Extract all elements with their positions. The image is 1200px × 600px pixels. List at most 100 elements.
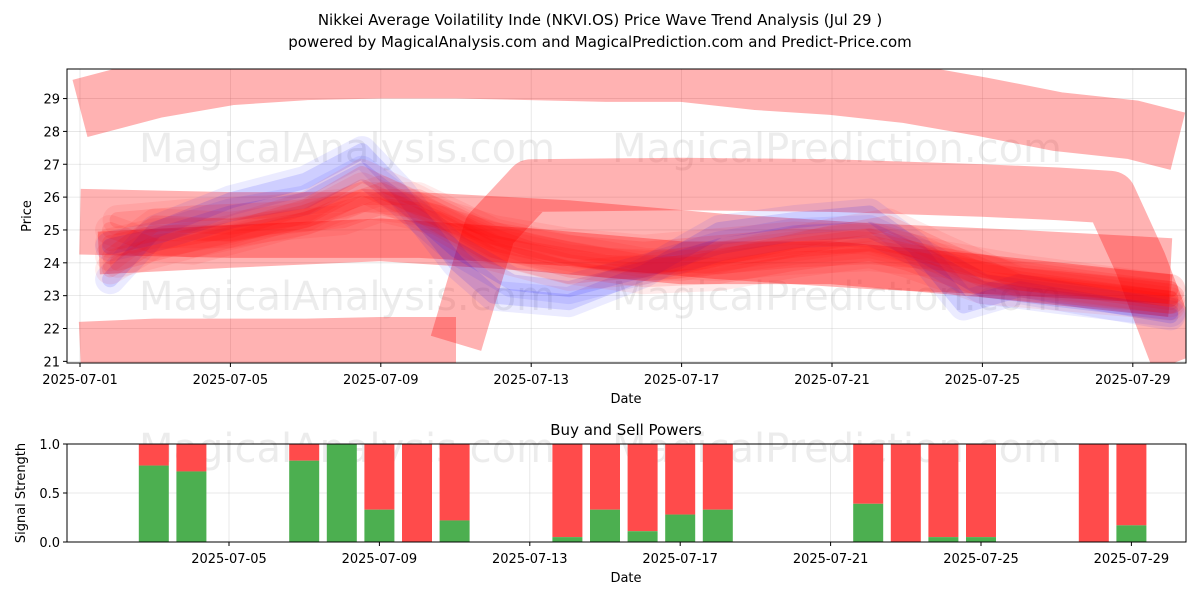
price-band bbox=[97, 218, 1173, 317]
sell-bar bbox=[590, 444, 620, 510]
wave-series-line bbox=[109, 182, 1179, 298]
main-y-tick-label: 25 bbox=[43, 224, 60, 239]
main-x-tick-label: 2025-07-21 bbox=[794, 373, 870, 388]
main-plot-frame bbox=[66, 68, 1187, 364]
main-x-tick-label: 2025-07-05 bbox=[193, 373, 269, 388]
sub-x-tick-label: 2025-07-25 bbox=[943, 552, 1019, 567]
sell-bar bbox=[138, 444, 169, 466]
buy-bar bbox=[590, 509, 620, 542]
sub-x-tick-label: 2025-07-21 bbox=[793, 552, 869, 567]
watermark-prediction: MagicalPrediction.com bbox=[612, 126, 1062, 172]
sub-y-tick-label: 0.0 bbox=[39, 536, 60, 551]
wave-series-glow bbox=[95, 136, 1186, 331]
sub-y-axis-label: Signal Strength bbox=[14, 443, 29, 543]
sub-x-tick-label: 2025-07-05 bbox=[191, 552, 267, 567]
sub-x-axis: 2025-07-05 2025-07-09 2025-07-13 2025-07-17… bbox=[191, 542, 1169, 567]
main-x-tick-label: 2025-07-01 bbox=[42, 373, 118, 388]
buy-bar bbox=[439, 520, 470, 542]
sub-x-axis-label: Date bbox=[610, 571, 641, 586]
watermark-analysis-lower: MagicalAnalysis.com bbox=[139, 274, 555, 320]
chart-title-line2: powered by MagicalAnalysis.com and Magic… bbox=[288, 33, 912, 51]
main-y-tick-label: 27 bbox=[43, 158, 60, 173]
wave-series-line bbox=[102, 162, 1179, 321]
main-y-tick-label: 23 bbox=[43, 290, 60, 305]
wave-series-line bbox=[102, 195, 1179, 307]
buy-bar bbox=[627, 531, 658, 542]
buy-bar bbox=[928, 537, 959, 542]
buy-bar bbox=[552, 537, 583, 542]
price-band bbox=[72, 69, 1186, 170]
wave-series-glow bbox=[95, 188, 1186, 314]
sell-bar bbox=[890, 444, 921, 542]
main-x-tick-label: 2025-07-13 bbox=[493, 373, 569, 388]
sell-bar bbox=[665, 444, 696, 515]
wave-series-glow bbox=[102, 192, 1186, 321]
wave-series-line bbox=[102, 179, 1179, 307]
main-y-tick-label: 21 bbox=[43, 355, 60, 370]
watermark-prediction-lower: MagicalPrediction.com bbox=[612, 274, 1062, 320]
wave-series-line bbox=[102, 166, 1179, 311]
buy-bar bbox=[853, 503, 884, 542]
main-y-tick-label: 29 bbox=[43, 93, 60, 108]
main-grid bbox=[67, 69, 1186, 363]
buy-bar bbox=[364, 509, 395, 542]
wave-series-glow bbox=[95, 172, 1186, 314]
main-x-tick-label: 2025-07-25 bbox=[945, 373, 1021, 388]
main-y-tick-label: 26 bbox=[43, 191, 60, 206]
sell-bar bbox=[364, 444, 395, 510]
wave-series-line bbox=[109, 199, 1179, 314]
sub-bars bbox=[138, 444, 1147, 542]
sell-bar bbox=[402, 444, 432, 542]
sub-y-tick-label: 1.0 bbox=[39, 438, 60, 453]
sell-bar bbox=[702, 444, 733, 510]
sub-y-axis: 0.0 0.5 1.0 bbox=[39, 438, 67, 551]
sell-bar bbox=[853, 444, 884, 504]
buy-bar bbox=[138, 465, 169, 542]
main-y-tick-label: 28 bbox=[43, 125, 60, 140]
sub-x-tick-label: 2025-07-13 bbox=[492, 552, 568, 567]
sub-x-tick-label: 2025-07-17 bbox=[642, 552, 718, 567]
buy-bar bbox=[289, 460, 320, 542]
wave-series-line bbox=[102, 189, 1179, 298]
chart-title-line1: Nikkei Average Voilatility Inde (NKVI.OS… bbox=[318, 11, 882, 29]
main-x-axis: 2025-07-01 2025-07-05 2025-07-09 2025-07-13… bbox=[42, 363, 1171, 388]
main-y-axis: 21 22 23 24 25 26 27 28 29 bbox=[43, 93, 67, 370]
main-x-tick-label: 2025-07-09 bbox=[343, 373, 419, 388]
sub-x-tick-label: 2025-07-29 bbox=[1094, 552, 1170, 567]
sell-bar bbox=[552, 444, 583, 538]
wave-series-glow bbox=[95, 182, 1186, 305]
sell-bar bbox=[1078, 444, 1109, 542]
price-band bbox=[79, 188, 1173, 304]
main-x-tick-label: 2025-07-29 bbox=[1095, 373, 1171, 388]
main-bands bbox=[72, 69, 1186, 363]
watermark-analysis: MagicalAnalysis.com bbox=[139, 126, 555, 172]
sub-y-tick-label: 0.5 bbox=[39, 487, 60, 502]
sell-bar bbox=[289, 444, 320, 461]
buy-bar bbox=[702, 509, 733, 542]
main-x-axis-label: Date bbox=[610, 392, 641, 407]
buy-bar bbox=[176, 471, 207, 542]
buy-bar bbox=[326, 444, 357, 542]
price-band bbox=[78, 317, 456, 363]
buy-bar bbox=[1116, 525, 1147, 542]
main-x-tick-label: 2025-07-17 bbox=[644, 373, 720, 388]
sell-bar bbox=[966, 444, 996, 538]
buy-bar bbox=[966, 537, 996, 542]
wave-series-glow bbox=[95, 159, 1186, 318]
wave-series-line bbox=[102, 143, 1179, 324]
sell-bar bbox=[928, 444, 959, 538]
price-band bbox=[430, 157, 1186, 363]
sell-bar bbox=[1116, 444, 1147, 526]
wave-series-glow bbox=[95, 155, 1186, 328]
main-y-tick-label: 24 bbox=[43, 257, 60, 272]
main-y-axis-label: Price bbox=[20, 200, 35, 232]
sell-bar bbox=[439, 444, 470, 521]
main-watermarks: MagicalAnalysis.com MagicalPrediction.co… bbox=[139, 126, 1062, 320]
buy-bar bbox=[665, 514, 696, 542]
sub-chart-title: Buy and Sell Powers bbox=[550, 421, 702, 439]
sell-bar bbox=[627, 444, 658, 532]
sell-bar bbox=[176, 444, 207, 472]
sub-x-tick-label: 2025-07-09 bbox=[342, 552, 418, 567]
